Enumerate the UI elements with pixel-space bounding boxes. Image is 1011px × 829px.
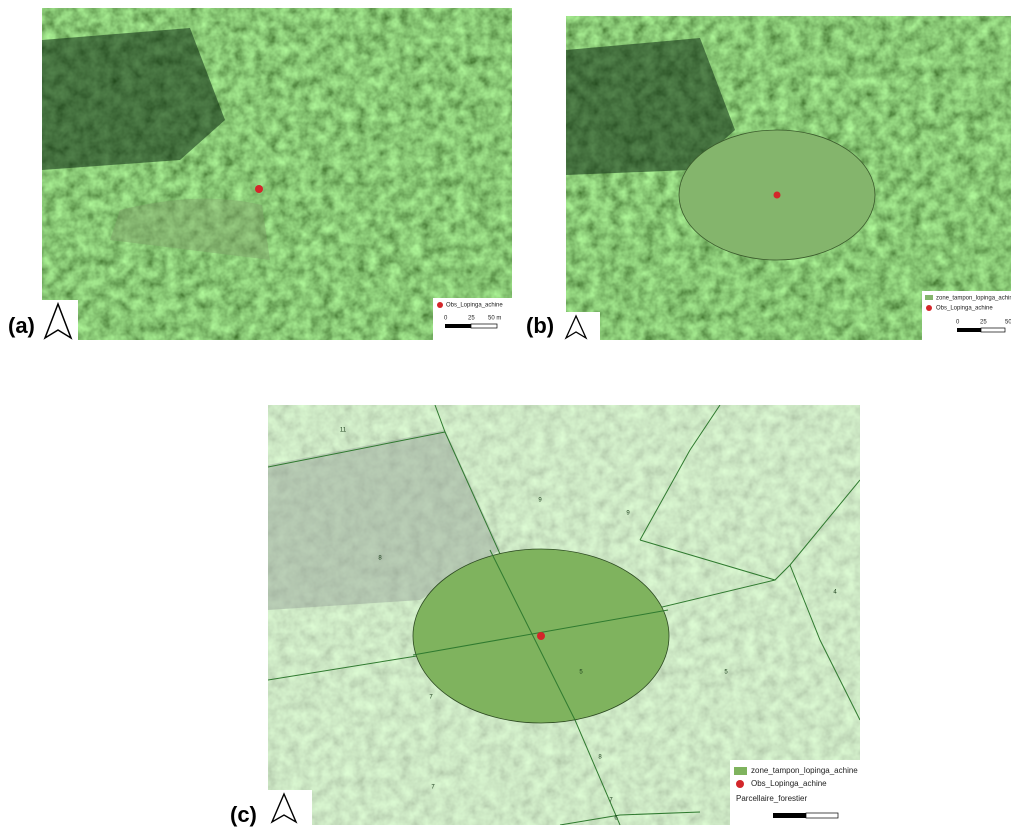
observation-point bbox=[255, 185, 263, 193]
scale-label: 50 m bbox=[488, 316, 501, 322]
dark-stand bbox=[566, 38, 735, 175]
north-arrow bbox=[43, 301, 73, 340]
parcel-label: 11 bbox=[340, 428, 347, 434]
legend-label: Obs_Lopinga_achine bbox=[751, 779, 827, 788]
panel-c: 11 9 9 8 4 5 5 7 8 7 7 6 zone_tampon_lop… bbox=[268, 405, 860, 825]
legend-label: zone_tampon_lopinga_achine bbox=[751, 766, 858, 775]
panel-label: (c) bbox=[230, 802, 257, 827]
scale-label: 25 bbox=[980, 320, 987, 326]
north-arrow-box bbox=[42, 300, 78, 340]
legend-symbol bbox=[925, 295, 933, 300]
scale-bar bbox=[445, 324, 471, 328]
parcel-label: 5 bbox=[724, 670, 728, 676]
parcel-label: 7 bbox=[429, 695, 433, 701]
legend bbox=[433, 298, 512, 340]
parcel-boundary bbox=[789, 564, 860, 721]
panel-b: zone_tampon_lopinga_achine Obs_Lopinga_a… bbox=[566, 16, 1011, 340]
observation-point bbox=[773, 191, 781, 199]
panel-label: (b) bbox=[526, 313, 554, 338]
parcel-label: 8 bbox=[378, 556, 382, 562]
scale-bar bbox=[773, 813, 806, 818]
parcel-label: 9 bbox=[626, 511, 630, 517]
scale-bar bbox=[980, 327, 1006, 333]
scale-bar bbox=[470, 323, 498, 329]
north-arrow bbox=[270, 792, 298, 824]
scale-label: 0 bbox=[444, 316, 448, 322]
parcel-label: 9 bbox=[538, 498, 542, 504]
north-arrow bbox=[564, 314, 588, 340]
parcel-boundary bbox=[639, 405, 721, 541]
panel-a: Obs_Lopinga_achine 0 25 50 m bbox=[42, 8, 512, 340]
legend-symbol bbox=[926, 305, 932, 311]
scale-bar bbox=[957, 328, 981, 332]
legend-label: Parcellaire_forestier bbox=[736, 794, 807, 803]
scale-label: 25 bbox=[468, 316, 475, 322]
parcel-boundary bbox=[639, 479, 860, 581]
legend-label: Obs_Lopinga_achine bbox=[936, 306, 993, 312]
parcel-boundary bbox=[559, 811, 701, 825]
legend-symbol bbox=[437, 302, 443, 308]
parcel-boundary bbox=[489, 549, 576, 721]
clearing bbox=[110, 198, 270, 260]
scale-label: 0 bbox=[956, 320, 960, 326]
parcel-label: 6 bbox=[614, 816, 618, 822]
legend-symbol bbox=[734, 767, 747, 775]
observation-point bbox=[537, 632, 545, 640]
parcel-label: 8 bbox=[598, 755, 602, 761]
legend-label: zone_tampon_lopinga_achine bbox=[936, 296, 1011, 302]
scale-label: 50 bbox=[1005, 320, 1011, 326]
parcel-label: 7 bbox=[431, 785, 435, 791]
dark-stand bbox=[42, 28, 225, 170]
legend-label: Obs_Lopinga_achine bbox=[446, 303, 503, 309]
legend-symbol bbox=[736, 780, 744, 788]
scale-bar bbox=[805, 812, 839, 819]
parcel-label: 4 bbox=[833, 590, 837, 596]
parcel-label: 5 bbox=[579, 670, 583, 676]
panel-label: (a) bbox=[8, 313, 35, 338]
parcel-label: 7 bbox=[609, 798, 613, 804]
